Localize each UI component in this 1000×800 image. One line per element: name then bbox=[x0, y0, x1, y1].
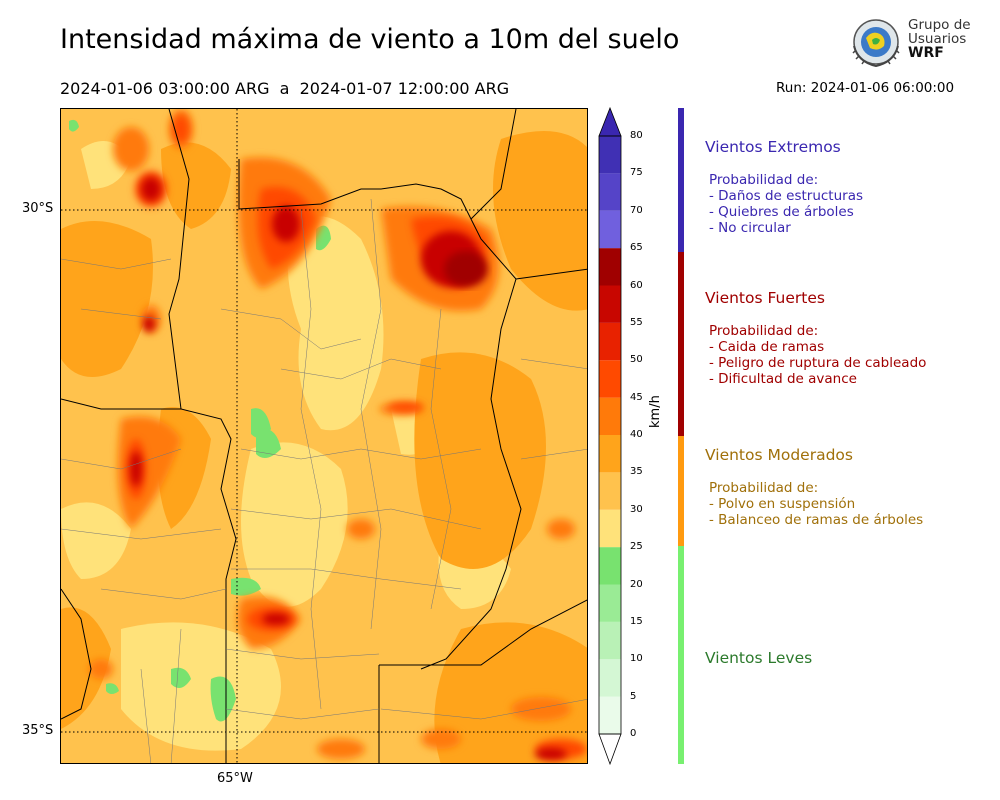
colorbar-tick-label: 10 bbox=[630, 653, 643, 665]
wind-map bbox=[60, 108, 588, 764]
colorbar-tick-label: 80 bbox=[630, 130, 643, 141]
category-title: Vientos Extremos bbox=[705, 138, 841, 156]
colorbar-tick-label: 15 bbox=[630, 615, 643, 627]
category-description-line: - No circular bbox=[709, 220, 791, 236]
colorbar-segment bbox=[599, 509, 621, 548]
colorbar-unit: km/h bbox=[648, 395, 663, 428]
category-description-line: Probabilidad de: bbox=[709, 172, 819, 188]
colorbar-segment bbox=[599, 696, 621, 734]
lon-label-65w: 65°W bbox=[217, 771, 253, 786]
category-color-bar bbox=[678, 546, 684, 764]
colorbar bbox=[598, 106, 622, 766]
colorbar-segment bbox=[599, 136, 621, 174]
run-time: Run: 2024-01-06 06:00:00 bbox=[776, 80, 955, 96]
colorbar-segment bbox=[599, 547, 621, 585]
category-description-line: - Polvo en suspensión bbox=[709, 496, 856, 512]
colorbar-tick-label: 5 bbox=[630, 690, 637, 702]
category-description: Probabilidad de: - Caida de ramas - Peligr… bbox=[705, 323, 926, 387]
category-title: Vientos Fuertes bbox=[705, 289, 825, 307]
category-color-bar bbox=[678, 252, 684, 436]
colorbar-tick-label: 55 bbox=[630, 316, 643, 328]
category-title: Vientos Moderados bbox=[705, 446, 853, 464]
category-description-line: - Balanceo de ramas de árboles bbox=[709, 512, 924, 528]
colorbar-tick-label: 65 bbox=[630, 242, 643, 254]
colorbar-tick-label: 70 bbox=[630, 204, 643, 216]
colorbar-segment bbox=[599, 210, 621, 249]
colorbar-segment bbox=[599, 360, 621, 398]
category-block: Vientos Fuertes Probabilidad de: - Caida d… bbox=[705, 289, 926, 387]
colorbar-tick-label: 25 bbox=[630, 541, 643, 553]
category-color-bar bbox=[678, 108, 684, 252]
forecast-period: 2024-01-06 03:00:00 ARG a 2024-01-07 12:… bbox=[60, 79, 510, 98]
colorbar-segment bbox=[599, 435, 621, 473]
category-description: Probabilidad de: - Polvo en suspensión - B… bbox=[705, 480, 923, 528]
category-block: Vientos Leves bbox=[705, 649, 812, 667]
colorbar-tick-label: 0 bbox=[630, 728, 637, 739]
colorbar-min-extension bbox=[598, 733, 622, 766]
logo-text: Grupo de Usuarios WRF bbox=[908, 17, 971, 61]
colorbar-tick-label: 35 bbox=[630, 466, 643, 478]
category-description-line: - Caida de ramas bbox=[709, 339, 825, 355]
colorbar-segment bbox=[599, 285, 621, 323]
colorbar-max-extension bbox=[598, 106, 622, 137]
category-description-line: Probabilidad de: bbox=[709, 323, 819, 339]
colorbar-segment bbox=[599, 659, 621, 697]
colorbar-segment bbox=[599, 248, 621, 286]
colorbar-tick-label: 30 bbox=[630, 503, 643, 515]
colorbar-segment bbox=[599, 584, 621, 622]
lat-label-35s: 35°S bbox=[22, 723, 54, 738]
colorbar-tick-label: 40 bbox=[630, 429, 643, 440]
colorbar-tick-label: 20 bbox=[630, 578, 643, 590]
category-description-line: - Quiebres de árboles bbox=[709, 204, 854, 220]
category-description-line: - Peligro de ruptura de cableado bbox=[709, 355, 927, 371]
grupo-usuarios-wrf-logo: Grupo de Usuarios WRF bbox=[848, 16, 973, 72]
colorbar-segment bbox=[599, 472, 621, 510]
colorbar-tick-label: 60 bbox=[630, 279, 643, 291]
map-title: Intensidad máxima de viento a 10m del su… bbox=[60, 24, 680, 55]
globe-logo-icon bbox=[852, 19, 900, 68]
colorbar-tick-label: 50 bbox=[630, 354, 643, 366]
category-block: Vientos Moderados Probabilidad de: - Polvo… bbox=[705, 446, 923, 528]
colorbar-segment bbox=[599, 173, 621, 211]
category-title: Vientos Leves bbox=[705, 649, 813, 667]
category-description-line: - Dificultad de avance bbox=[709, 371, 857, 387]
category-color-bar bbox=[678, 436, 684, 546]
wind-map-field bbox=[61, 109, 587, 763]
category-block: Vientos Extremos Probabilidad de: - Daños … bbox=[705, 138, 863, 236]
category-description-line: Probabilidad de: bbox=[709, 480, 819, 496]
colorbar-tick-label: 45 bbox=[630, 391, 643, 403]
colorbar-segment bbox=[599, 397, 621, 435]
lat-label-30s: 30°S bbox=[22, 201, 54, 216]
colorbar-tick-label: 75 bbox=[630, 167, 643, 179]
category-description: Probabilidad de: - Daños de estructuras - … bbox=[705, 172, 863, 236]
colorbar-segment bbox=[599, 322, 621, 361]
category-description-line: - Daños de estructuras bbox=[709, 188, 864, 204]
colorbar-segment bbox=[599, 621, 621, 660]
